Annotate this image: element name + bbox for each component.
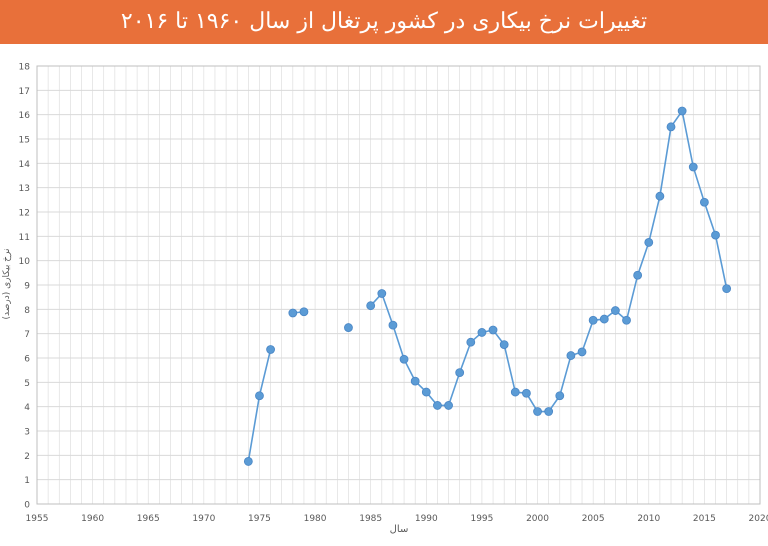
x-tick-label: 1985: [359, 514, 382, 524]
y-tick-label: 14: [19, 160, 31, 170]
x-tick-label: 2000: [526, 514, 549, 524]
y-tick-label: 9: [24, 282, 30, 292]
x-tick-label: 2020: [749, 514, 768, 524]
grid: [36, 65, 761, 505]
data-point: [455, 368, 465, 378]
x-tick-label: 2015: [693, 514, 716, 524]
data-point: [255, 391, 264, 401]
data-point: [699, 197, 709, 207]
data-point: [499, 340, 509, 350]
data-point: [477, 328, 487, 337]
data-point: [555, 391, 565, 401]
y-tick-label: 2: [24, 452, 30, 462]
data-point: [677, 106, 687, 116]
data-point: [288, 308, 298, 318]
y-tick-label: 0: [24, 501, 30, 511]
data-point: [544, 407, 554, 416]
data-point: [522, 388, 531, 398]
y-axis-label: نرخ بیکاری (درصد): [2, 248, 12, 319]
data-point: [377, 289, 387, 298]
y-tick-label: 8: [24, 306, 30, 316]
data-point: [466, 337, 476, 347]
x-tick-label: 1960: [81, 514, 104, 524]
x-tick-label: 1975: [248, 514, 271, 524]
x-tick-label: 1955: [26, 514, 49, 524]
y-tick-label: 18: [19, 63, 31, 73]
data-point: [644, 238, 654, 247]
data-point: [655, 191, 665, 201]
x-tick-label: 1990: [415, 514, 438, 524]
data-point: [388, 320, 398, 330]
x-tick-label: 2005: [582, 514, 605, 524]
y-tick-label: 6: [24, 355, 30, 365]
data-point: [366, 301, 376, 311]
data-point: [444, 401, 453, 410]
chart-title: تغییرات نرخ بیکاری در کشور پرتغال از سال…: [120, 9, 648, 34]
data-point: [588, 315, 598, 325]
data-point: [688, 162, 698, 172]
data-point: [633, 270, 643, 280]
series-points: [243, 106, 732, 466]
data-point: [410, 376, 420, 386]
data-point: [599, 314, 609, 324]
y-tick-label: 10: [19, 257, 31, 267]
y-tick-label: 11: [19, 233, 30, 243]
data-point: [622, 315, 631, 325]
data-point: [577, 347, 587, 357]
y-tick-label: 3: [24, 428, 30, 438]
data-point: [488, 325, 498, 335]
y-tick-label: 7: [24, 330, 30, 340]
data-point: [611, 306, 620, 315]
data-point: [510, 387, 520, 397]
data-point: [399, 354, 409, 364]
data-point: [433, 401, 442, 410]
data-point: [243, 457, 253, 466]
data-point: [299, 307, 309, 317]
y-tick-label: 15: [19, 136, 30, 146]
title-banner: [0, 0, 768, 44]
x-tick-label: 1980: [304, 514, 327, 524]
y-tick-label: 1: [24, 476, 30, 486]
data-point: [344, 323, 353, 332]
y-tick-label: 17: [19, 87, 30, 97]
data-point: [711, 230, 720, 240]
data-point: [566, 351, 576, 360]
x-tick-label: 2010: [637, 514, 660, 524]
data-point: [666, 122, 676, 132]
y-tick-label: 12: [19, 209, 30, 219]
y-tick-label: 4: [24, 403, 30, 413]
y-tick-label: 13: [19, 184, 30, 194]
plot-border: [36, 65, 761, 505]
data-point: [533, 407, 542, 416]
y-tick-label: 5: [24, 379, 30, 389]
x-tick-label: 1995: [470, 514, 493, 524]
data-point: [266, 345, 275, 354]
x-tick-label: 1965: [137, 514, 160, 524]
x-axis-label: سال: [390, 524, 409, 535]
y-tick-label: 16: [19, 111, 31, 121]
x-tick-label: 1970: [192, 514, 215, 524]
data-point: [421, 387, 431, 397]
data-point: [722, 284, 732, 294]
